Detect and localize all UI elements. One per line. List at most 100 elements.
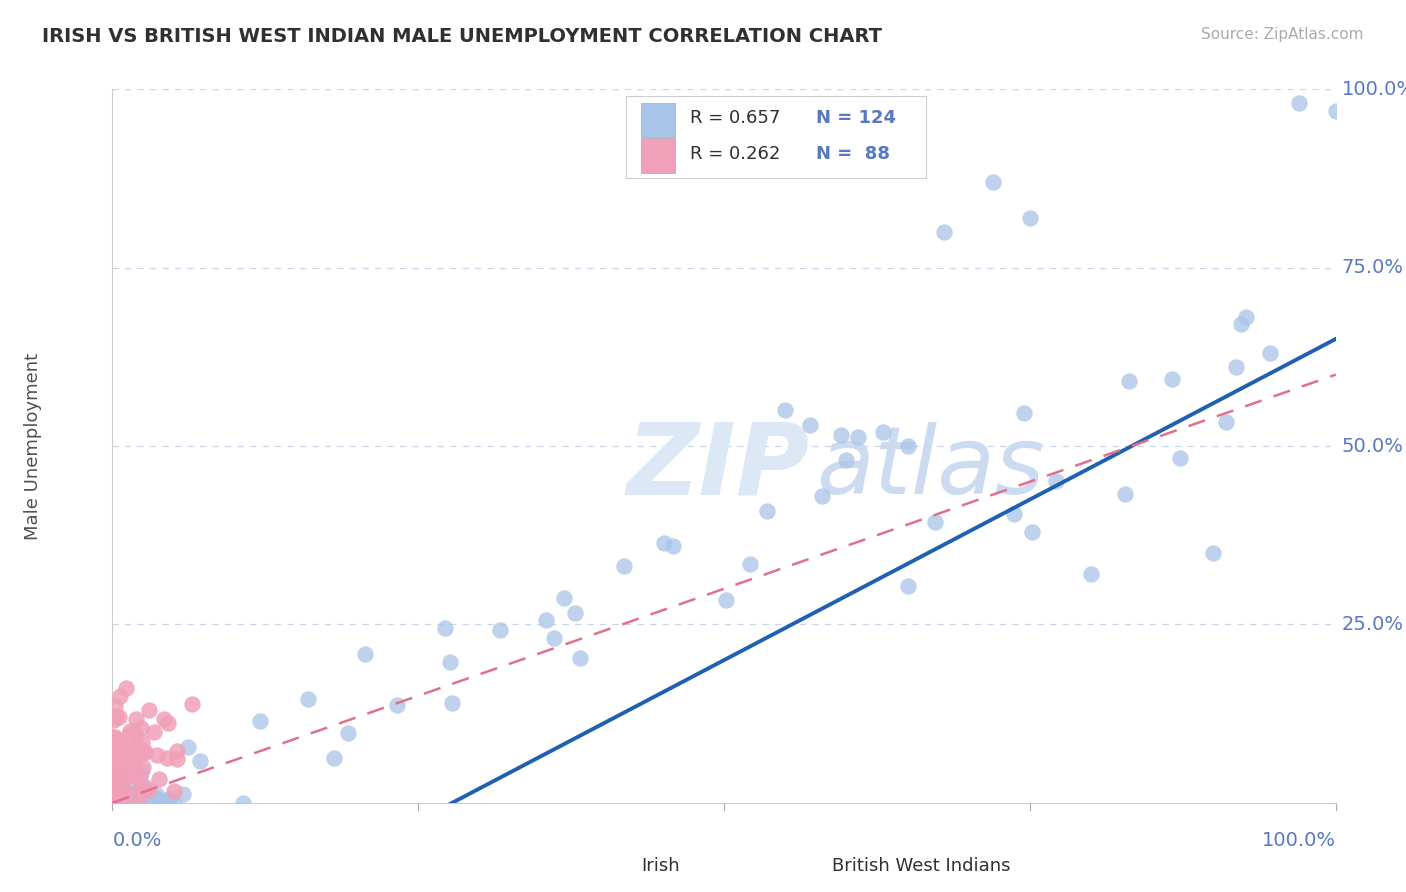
Point [121, 795, 143, 809]
Point [104, 708, 127, 723]
Point [155, 793, 177, 807]
Text: 25.0%: 25.0% [1341, 615, 1403, 634]
Point [115, 792, 138, 806]
Point [128, 789, 150, 803]
Point [112, 748, 135, 763]
Point [1168, 450, 1191, 465]
Point [104, 783, 127, 797]
Text: Male Unemployment: Male Unemployment [24, 352, 42, 540]
Point [112, 789, 135, 803]
Point [103, 785, 125, 799]
Point [105, 758, 128, 772]
Point [103, 784, 125, 798]
Point [114, 793, 136, 807]
Point [181, 697, 204, 711]
Point [166, 744, 188, 758]
Point [110, 791, 132, 805]
Point [114, 789, 136, 804]
Point [188, 754, 211, 768]
Point [1234, 310, 1257, 324]
Point [103, 775, 125, 789]
Point [115, 681, 138, 695]
FancyBboxPatch shape [596, 851, 630, 881]
Point [543, 631, 565, 645]
Point [124, 795, 146, 809]
Point [114, 792, 136, 806]
Point [103, 713, 125, 727]
Point [105, 796, 128, 810]
Point [103, 753, 125, 767]
Point [127, 788, 149, 802]
Point [127, 795, 149, 809]
Text: Source: ZipAtlas.com: Source: ZipAtlas.com [1201, 27, 1364, 42]
Text: ZIP: ZIP [626, 419, 810, 516]
Point [145, 792, 167, 806]
Point [125, 787, 148, 801]
Point [114, 746, 136, 760]
Point [138, 703, 160, 717]
Point [111, 791, 134, 805]
Point [124, 786, 146, 800]
Point [103, 744, 125, 758]
Point [101, 746, 124, 760]
Point [138, 796, 160, 810]
Point [1012, 406, 1035, 420]
Point [121, 796, 143, 810]
Point [108, 742, 131, 756]
Point [110, 791, 132, 805]
Point [569, 651, 592, 665]
Text: N =  88: N = 88 [815, 145, 890, 163]
Point [105, 792, 128, 806]
Point [897, 439, 920, 453]
Point [1045, 474, 1067, 488]
Point [132, 783, 155, 797]
Point [103, 796, 125, 810]
Point [135, 796, 157, 810]
Point [924, 516, 946, 530]
Point [981, 175, 1004, 189]
Point [156, 715, 179, 730]
Point [118, 769, 141, 783]
Point [115, 748, 138, 763]
Point [104, 789, 127, 803]
Point [111, 774, 134, 789]
Text: 75.0%: 75.0% [1341, 258, 1403, 277]
Point [145, 787, 167, 801]
Point [172, 787, 194, 801]
Point [104, 731, 127, 745]
Point [738, 557, 761, 571]
Point [112, 793, 135, 807]
Point [114, 760, 136, 774]
Point [835, 453, 858, 467]
Text: 0.0%: 0.0% [112, 831, 162, 850]
Point [107, 783, 129, 797]
Point [249, 714, 271, 729]
Point [110, 786, 132, 800]
Point [108, 794, 131, 808]
Point [323, 751, 346, 765]
Point [108, 750, 131, 764]
Point [107, 766, 129, 780]
Point [103, 754, 125, 768]
Point [110, 796, 132, 810]
Point [111, 795, 134, 809]
Point [112, 785, 135, 799]
Point [716, 592, 738, 607]
Point [103, 795, 125, 809]
Point [1018, 211, 1040, 225]
Point [108, 768, 131, 782]
Point [105, 792, 128, 806]
Point [110, 766, 132, 780]
Point [872, 425, 894, 439]
Point [120, 788, 142, 802]
Point [101, 730, 124, 744]
Point [105, 762, 128, 776]
Point [129, 793, 152, 807]
Point [110, 780, 132, 794]
Point [104, 742, 127, 756]
Point [115, 765, 138, 780]
Point [156, 793, 179, 807]
Point [799, 417, 821, 432]
Point [1021, 524, 1043, 539]
Point [846, 430, 869, 444]
